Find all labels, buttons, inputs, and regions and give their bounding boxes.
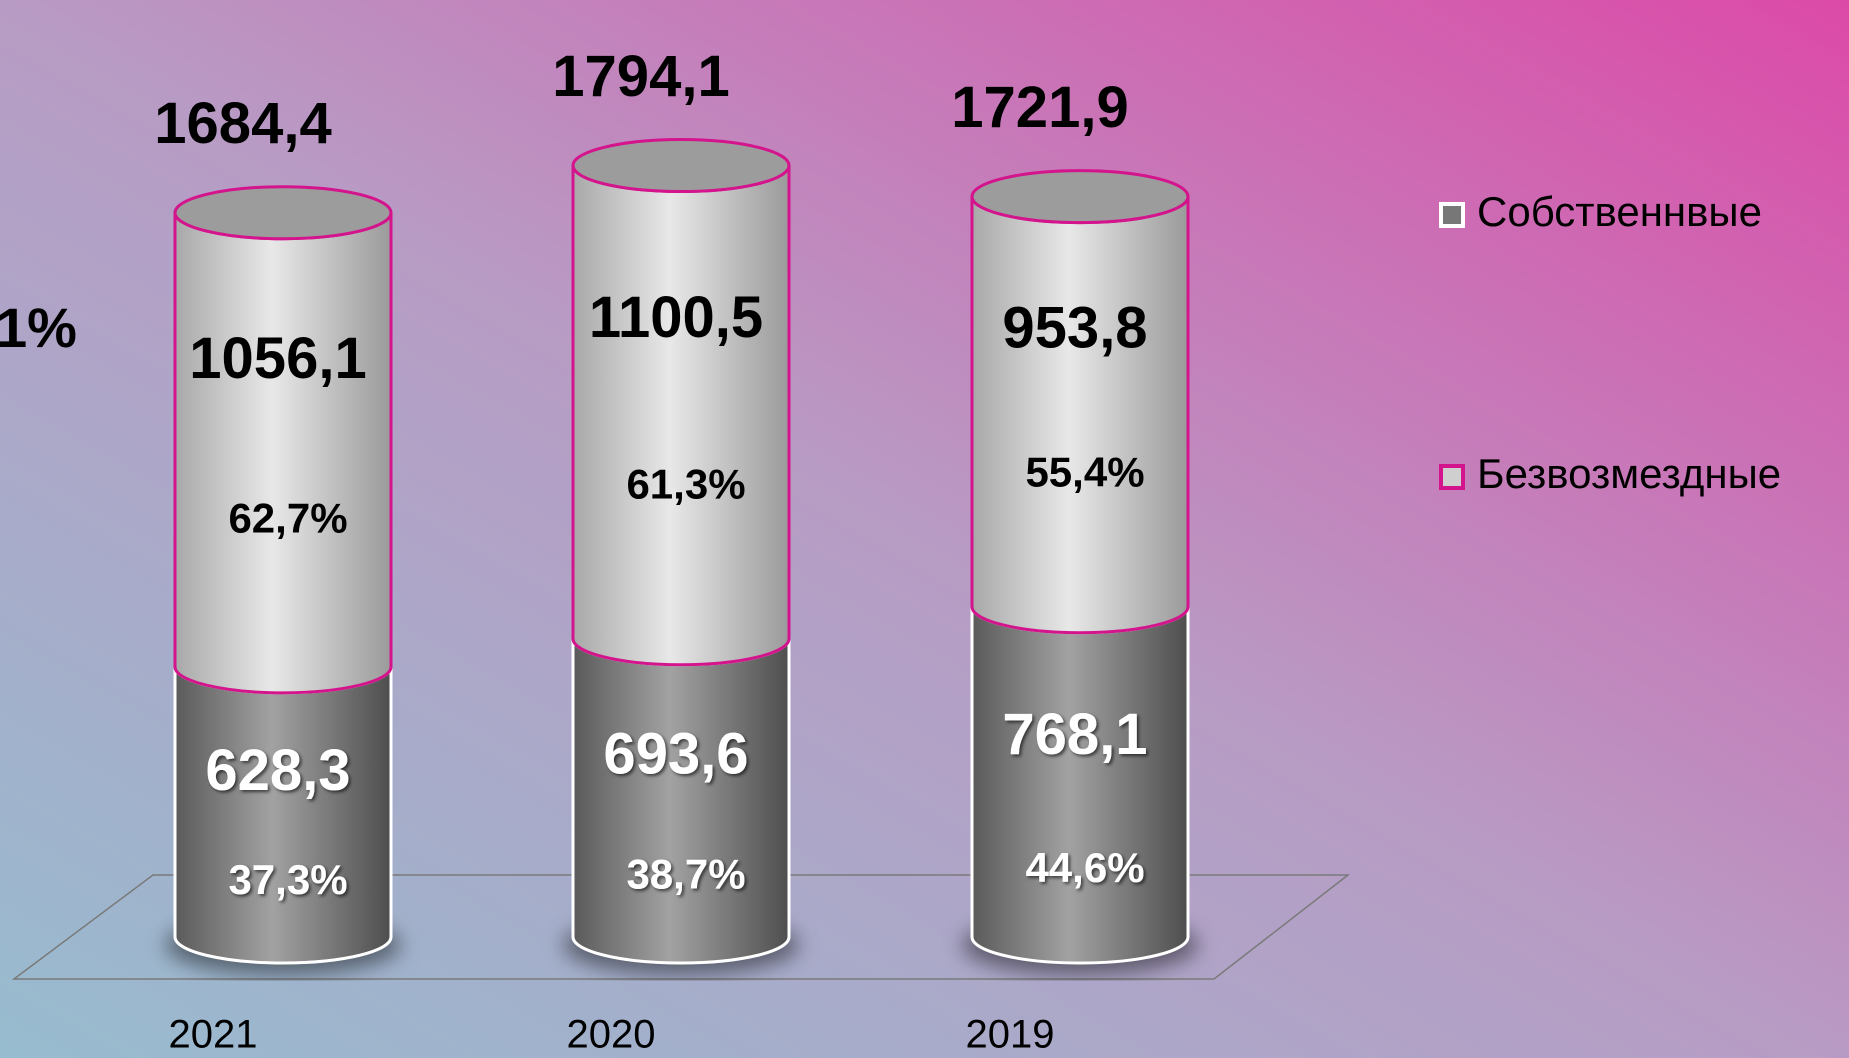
floor <box>11 874 1351 980</box>
bar <box>571 638 791 965</box>
total-label: 1684,4 <box>154 91 331 156</box>
bar-top <box>571 138 791 194</box>
share-label: 37,3% <box>228 856 347 903</box>
legend-label: Безвозмездные <box>1477 450 1781 497</box>
bar-top <box>173 185 393 241</box>
share-label: 38,7% <box>626 850 745 897</box>
bar <box>571 165 791 667</box>
x-tick-label: 2020 <box>567 1013 656 1057</box>
share-label: 44,6% <box>1025 844 1144 891</box>
bar <box>173 666 393 965</box>
bar <box>970 606 1190 965</box>
legend-swatch <box>1439 202 1465 228</box>
share-label: 62,7% <box>228 495 347 542</box>
share-label: 55,4% <box>1025 449 1144 496</box>
total-label: 1721,9 <box>951 75 1128 140</box>
x-tick-label: 2019 <box>966 1013 1055 1057</box>
share-label: 61,3% <box>626 460 745 507</box>
value-label: 768,1 <box>1002 702 1147 767</box>
annotation: 1% <box>0 296 77 359</box>
total-label: 1794,1 <box>552 44 729 109</box>
value-label: 953,8 <box>1002 295 1147 360</box>
bar <box>970 196 1190 635</box>
value-label: 693,6 <box>603 721 748 786</box>
value-label: 1056,1 <box>189 326 366 391</box>
bar <box>173 212 393 695</box>
legend-label: Собственнвые <box>1477 188 1762 235</box>
value-label: 628,3 <box>205 738 350 803</box>
value-label: 1100,5 <box>589 285 763 350</box>
x-tick-label: 2021 <box>169 1013 258 1057</box>
bar-top <box>970 169 1190 225</box>
legend-swatch <box>1439 464 1465 490</box>
